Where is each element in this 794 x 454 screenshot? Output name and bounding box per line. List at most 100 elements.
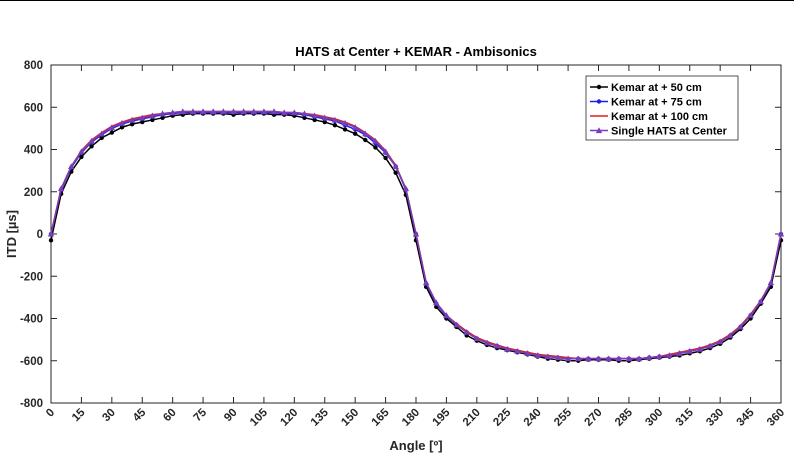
- data-point: [402, 185, 410, 192]
- data-point: [118, 119, 126, 126]
- data-point: [383, 155, 388, 161]
- data-point: [625, 355, 633, 362]
- data-point: [645, 354, 653, 361]
- x-tick-label: 270: [583, 407, 605, 429]
- x-tick-label: 120: [278, 407, 300, 429]
- x-tick-label: 300: [643, 407, 665, 429]
- data-point: [393, 170, 398, 175]
- data-point: [422, 279, 430, 286]
- data-point: [210, 108, 217, 115]
- data-point: [716, 338, 724, 345]
- x-tick-label: 240: [522, 407, 544, 429]
- x-tick-label: 15: [70, 406, 88, 424]
- data-point: [656, 353, 663, 360]
- data-point: [392, 163, 399, 169]
- y-axis: -800 -600 -400 -200 0 200 400 600 800: [20, 60, 781, 410]
- data-point: [140, 119, 145, 125]
- data-point: [78, 148, 85, 155]
- data-point: [99, 135, 104, 141]
- data-point: [47, 230, 55, 237]
- data-point: [372, 137, 379, 144]
- x-tick-label: 135: [309, 406, 331, 428]
- data-point: [199, 108, 207, 115]
- data-point: [727, 332, 734, 338]
- data-point: [686, 348, 693, 354]
- data-point: [605, 355, 612, 362]
- x-tick-label: 210: [461, 407, 483, 429]
- x-tick-label: 180: [400, 407, 422, 429]
- data-point: [179, 108, 187, 115]
- data-point: [585, 355, 592, 362]
- data-point: [412, 230, 420, 237]
- data-point: [109, 130, 115, 135]
- top-border-line: [0, 0, 794, 1]
- legend-label-1: Kemar at + 75 cm: [611, 97, 702, 109]
- data-point: [544, 353, 552, 360]
- data-point: [302, 115, 307, 121]
- x-tick-label: 60: [161, 407, 179, 425]
- data-point: [150, 117, 155, 123]
- data-point: [149, 112, 156, 119]
- legend-box: [585, 75, 739, 141]
- y-tick-label: 200: [24, 187, 43, 199]
- data-point: [250, 108, 257, 115]
- data-point: [433, 299, 440, 306]
- data-point: [341, 119, 349, 126]
- data-point: [534, 352, 541, 359]
- data-point: [493, 342, 501, 349]
- data-point: [280, 109, 288, 116]
- x-tick-label: 30: [100, 407, 118, 425]
- x-tick-label: 225: [491, 406, 513, 428]
- data-point: [737, 323, 744, 330]
- data-point: [129, 121, 135, 127]
- data-point: [363, 137, 368, 143]
- data-point: [291, 109, 298, 116]
- data-point: [119, 125, 125, 130]
- data-point: [747, 312, 754, 318]
- data-point: [331, 116, 339, 123]
- x-tick-label: 105: [248, 406, 270, 428]
- x-tick-label: 45: [131, 406, 149, 424]
- data-point: [169, 109, 176, 116]
- data-point: [108, 124, 116, 130]
- data-point: [48, 238, 54, 243]
- data-point: [483, 339, 491, 346]
- data-point: [443, 312, 450, 318]
- legend-label-2: Kemar at + 100 cm: [611, 111, 708, 123]
- data-point: [352, 131, 358, 136]
- data-point: [230, 108, 237, 115]
- y-tick-label: 400: [24, 145, 43, 157]
- data-point: [373, 145, 378, 150]
- data-point: [615, 355, 622, 362]
- data-point: [270, 108, 278, 115]
- data-point: [342, 127, 348, 132]
- x-tick-label: 165: [370, 406, 392, 428]
- data-point: [757, 298, 764, 305]
- data-point: [575, 355, 582, 362]
- legend: Kemar at + 50 cm Kemar at + 75 cm Kemar at…: [585, 75, 739, 141]
- data-point: [57, 185, 65, 192]
- data-point: [321, 114, 328, 121]
- y-tick-label: 600: [24, 102, 43, 114]
- x-axis-title: Angle [º]: [389, 438, 442, 453]
- x-tick-label: 285: [613, 406, 635, 428]
- data-point: [706, 342, 714, 349]
- legend-label-0: Kemar at + 50 cm: [611, 82, 702, 94]
- data-point: [351, 124, 359, 130]
- data-point: [322, 119, 327, 125]
- y-tick-label: -800: [20, 398, 43, 410]
- y-tick-label: 0: [37, 229, 43, 241]
- x-tick-label: 150: [339, 407, 361, 429]
- data-point: [676, 350, 683, 356]
- data-point: [453, 321, 460, 328]
- data-point: [240, 108, 247, 115]
- data-point: [554, 354, 562, 361]
- data-point: [696, 345, 704, 352]
- data-point: [463, 329, 470, 335]
- y-tick-label: -400: [20, 314, 43, 326]
- data-point: [301, 110, 308, 117]
- data-point: [128, 116, 136, 123]
- legend-marker-0: [596, 84, 602, 90]
- data-point: [139, 114, 146, 121]
